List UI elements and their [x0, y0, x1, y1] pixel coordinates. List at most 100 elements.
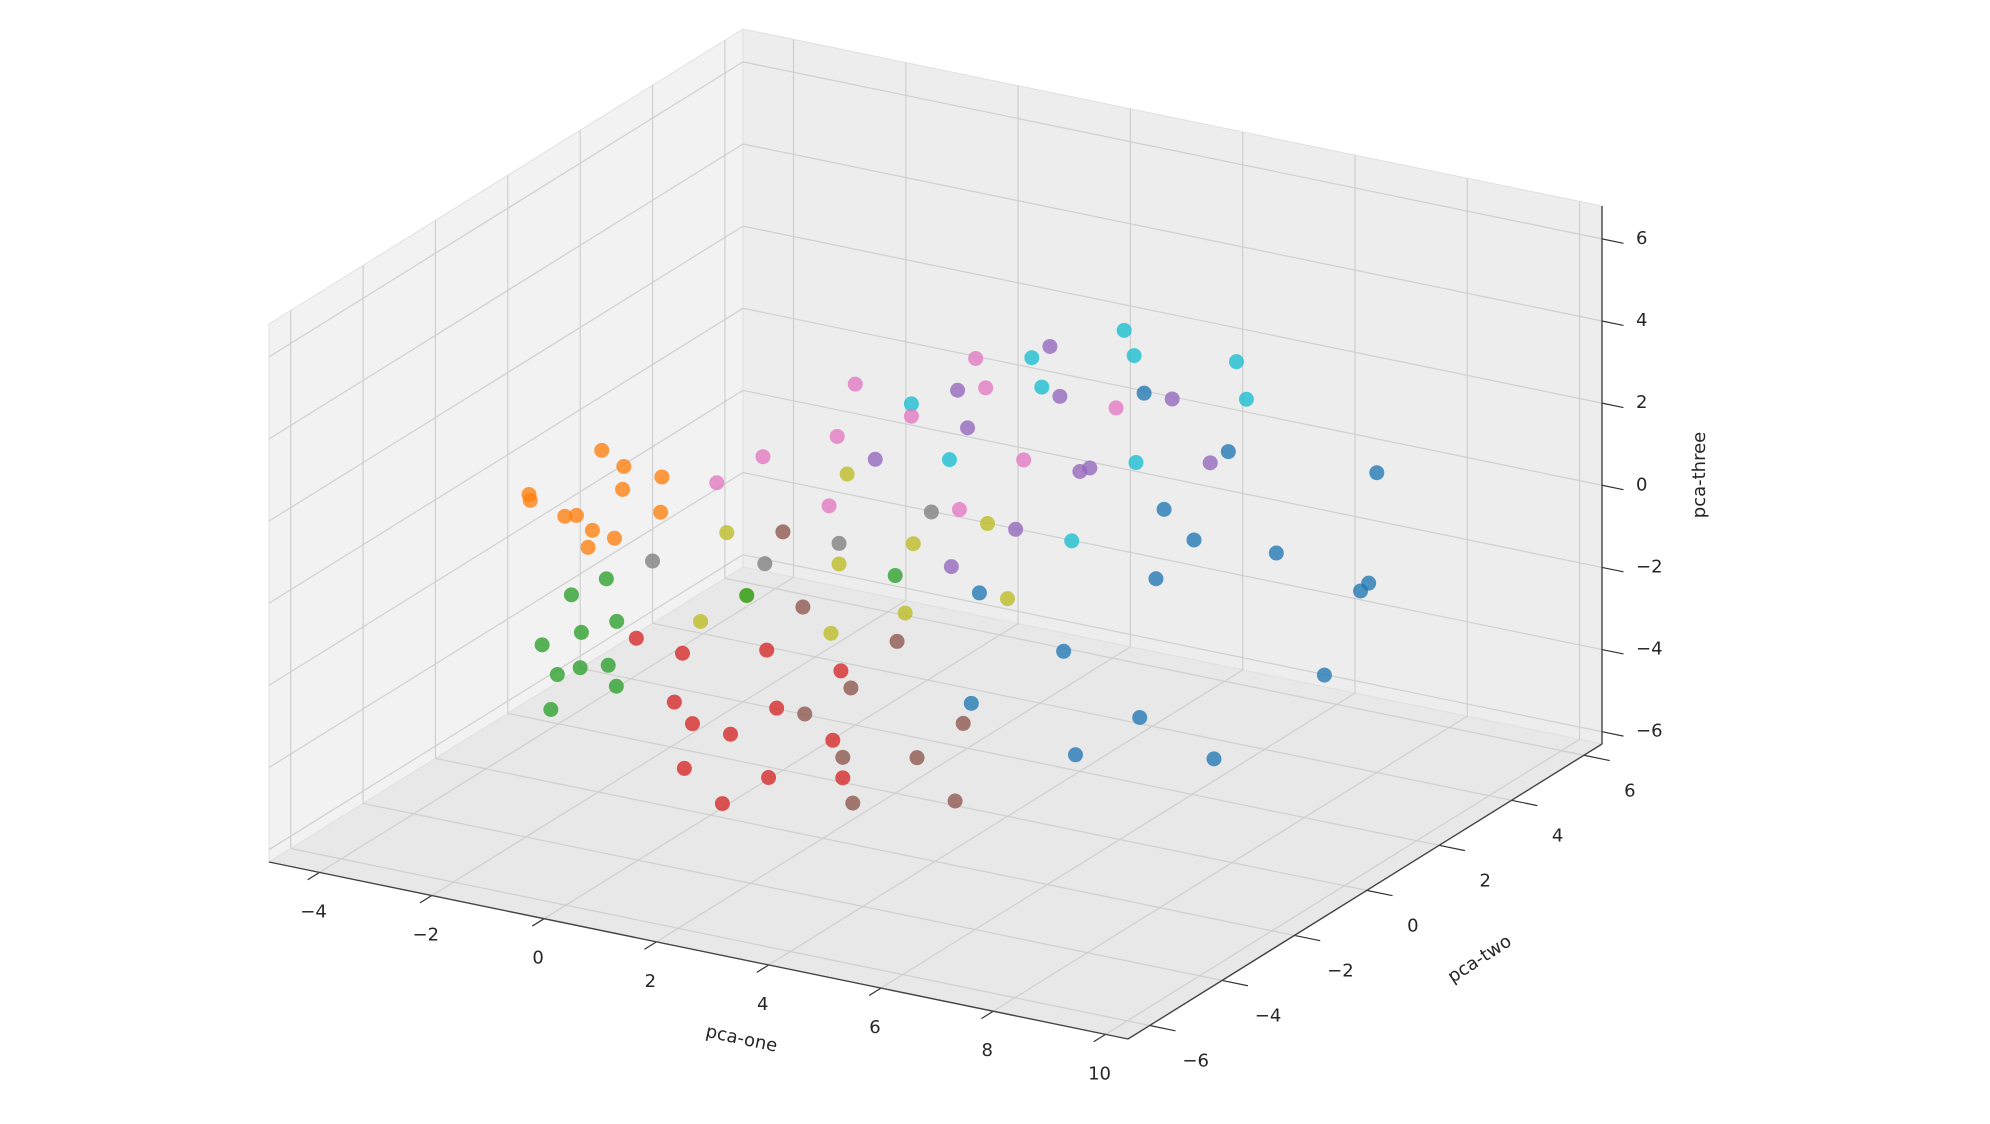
grid-line	[431, 600, 907, 897]
z-tick-label: 4	[1636, 310, 1647, 331]
grid-line	[268, 554, 744, 851]
grid-line	[1105, 738, 1580, 1035]
point	[1206, 751, 1222, 767]
z-tick	[1601, 320, 1624, 327]
point	[1268, 545, 1284, 561]
x-tick-label: 8	[982, 1040, 993, 1061]
point	[709, 475, 725, 491]
point	[835, 749, 851, 765]
y-tick-label: 4	[1552, 825, 1563, 846]
point	[615, 481, 631, 497]
axis-line	[1127, 743, 1603, 1040]
point	[606, 530, 622, 546]
x-tick-label: −2	[413, 925, 440, 946]
point	[549, 667, 565, 683]
point	[1108, 400, 1124, 416]
z-tick-label: −6	[1636, 721, 1663, 742]
point-series	[645, 504, 939, 572]
point	[521, 487, 537, 503]
z-tick	[1601, 402, 1624, 409]
y-tick-label: 2	[1479, 870, 1490, 891]
point-series	[534, 568, 903, 717]
z-tick-label: 0	[1636, 474, 1647, 495]
grid-line	[742, 471, 1603, 651]
grid-line	[768, 669, 1243, 966]
point	[1148, 571, 1164, 587]
point	[616, 458, 632, 474]
point	[563, 587, 579, 603]
point	[645, 553, 661, 569]
point	[594, 442, 610, 458]
point	[889, 633, 905, 649]
grid-line	[742, 143, 1603, 322]
point	[1220, 444, 1236, 460]
point	[1228, 354, 1244, 370]
point	[1186, 532, 1202, 548]
point	[947, 793, 963, 809]
point	[557, 508, 573, 524]
point	[1126, 348, 1142, 364]
point	[761, 770, 777, 786]
point	[833, 663, 849, 679]
point	[723, 726, 739, 742]
point	[821, 498, 837, 514]
y-tick-label: −2	[1327, 960, 1354, 981]
point	[978, 380, 994, 396]
point	[831, 535, 847, 551]
point	[1067, 747, 1083, 763]
point	[676, 760, 692, 776]
grid-line	[268, 472, 744, 769]
y-tick-label: 6	[1624, 780, 1635, 801]
point	[839, 466, 855, 482]
point	[693, 613, 709, 629]
grid-line	[319, 576, 794, 873]
point	[797, 706, 813, 722]
point	[580, 539, 596, 555]
x-tick	[1093, 1033, 1106, 1043]
point	[999, 591, 1015, 607]
y-tick-label: −4	[1255, 1005, 1282, 1026]
x-tick-label: −4	[300, 901, 327, 922]
grid-line	[724, 577, 1585, 756]
grid-line	[268, 389, 744, 686]
point	[775, 524, 791, 540]
point	[955, 715, 971, 731]
point	[960, 420, 976, 436]
point	[666, 694, 682, 710]
point	[608, 678, 624, 694]
grid-line	[742, 389, 1603, 568]
x-tick-label: 2	[645, 971, 656, 992]
grid-line	[742, 225, 1603, 404]
grid-line	[880, 692, 1356, 989]
y-tick-label: 0	[1407, 915, 1418, 936]
point-series	[903, 322, 1254, 549]
point	[903, 396, 919, 412]
point	[951, 502, 967, 518]
point	[1238, 391, 1254, 407]
x-tick	[307, 871, 320, 881]
point	[923, 504, 939, 520]
x-tick	[419, 895, 433, 904]
x-tick-label: 6	[869, 1017, 880, 1038]
grid-line	[992, 715, 1468, 1012]
points	[521, 322, 1385, 812]
x-tick	[868, 987, 882, 996]
x-tick-label: 4	[757, 994, 768, 1015]
x-tick	[644, 941, 657, 950]
grid-line	[290, 847, 1150, 1027]
point	[867, 451, 883, 467]
x-tick	[531, 918, 545, 927]
point-series	[963, 385, 1385, 767]
point	[1116, 322, 1132, 338]
point	[845, 795, 861, 811]
point	[757, 556, 773, 572]
point	[829, 428, 845, 444]
y-tick-label: −6	[1182, 1050, 1209, 1071]
point	[759, 642, 775, 658]
z-axis-label: pca-three	[1689, 432, 1710, 518]
y-tick	[1583, 754, 1610, 762]
point	[971, 585, 987, 601]
point	[831, 556, 847, 572]
point	[823, 625, 839, 641]
